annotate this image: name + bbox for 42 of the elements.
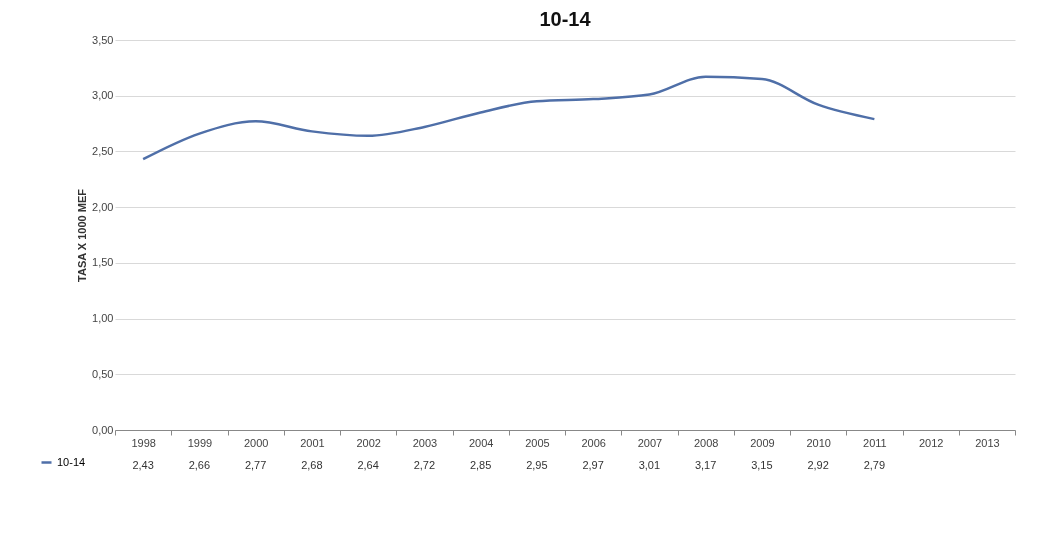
data-label: 2,66 (188, 459, 211, 471)
data-label: 2,72 (413, 459, 436, 471)
x-tick-label: 2004 (468, 436, 494, 449)
x-tick-label: 2003 (412, 436, 438, 449)
y-tick-label: 0,00 (92, 423, 114, 436)
y-tick-label: 2,50 (92, 144, 114, 157)
x-tick-label: 2006 (581, 436, 606, 449)
data-label: 3,01 (638, 459, 661, 471)
data-label: 2,68 (301, 459, 323, 471)
x-tick-label: 2012 (918, 436, 944, 449)
x-tick-label: 2007 (637, 436, 663, 449)
data-label: 2,43 (132, 459, 154, 471)
data-label: 3,15 (751, 459, 773, 471)
data-label: 3,17 (694, 459, 717, 471)
x-tick-label: 2001 (300, 436, 325, 449)
y-tick-label: 1,00 (92, 312, 114, 325)
y-tick-label: 1,50 (92, 256, 114, 269)
x-tick-label: 2009 (750, 436, 775, 449)
data-label: 2,77 (244, 459, 267, 471)
x-tick-label: 2000 (243, 436, 269, 449)
data-label: 2,79 (863, 459, 886, 471)
x-tick-label: 2013 (975, 436, 1000, 449)
x-tick-label: 2008 (693, 436, 719, 449)
x-tick-label: 1998 (131, 436, 156, 449)
x-tick-label: 2002 (356, 436, 381, 449)
x-tick-label: 2005 (525, 436, 550, 449)
x-tick-label: 2011 (863, 436, 887, 449)
line-series (141, 75, 876, 161)
data-label: 2,85 (469, 459, 492, 471)
y-tick-label: 0,50 (92, 367, 114, 380)
legend-label: 10-14 (57, 455, 86, 468)
data-label: 2,95 (526, 459, 548, 471)
y-axis-title: TASA X 1000 MEF (76, 188, 89, 282)
data-label: 2,92 (807, 459, 829, 471)
data-label: 2,64 (357, 459, 379, 471)
y-tick-label: 3,50 (92, 33, 114, 46)
chart-title: 10-14 (539, 8, 592, 30)
y-tick-label: 3,00 (92, 89, 114, 102)
data-label: 2,97 (582, 459, 604, 471)
y-tick-label: 2,00 (92, 200, 114, 213)
x-tick-label: 2010 (806, 436, 831, 449)
x-tick-label: 1999 (187, 436, 213, 449)
